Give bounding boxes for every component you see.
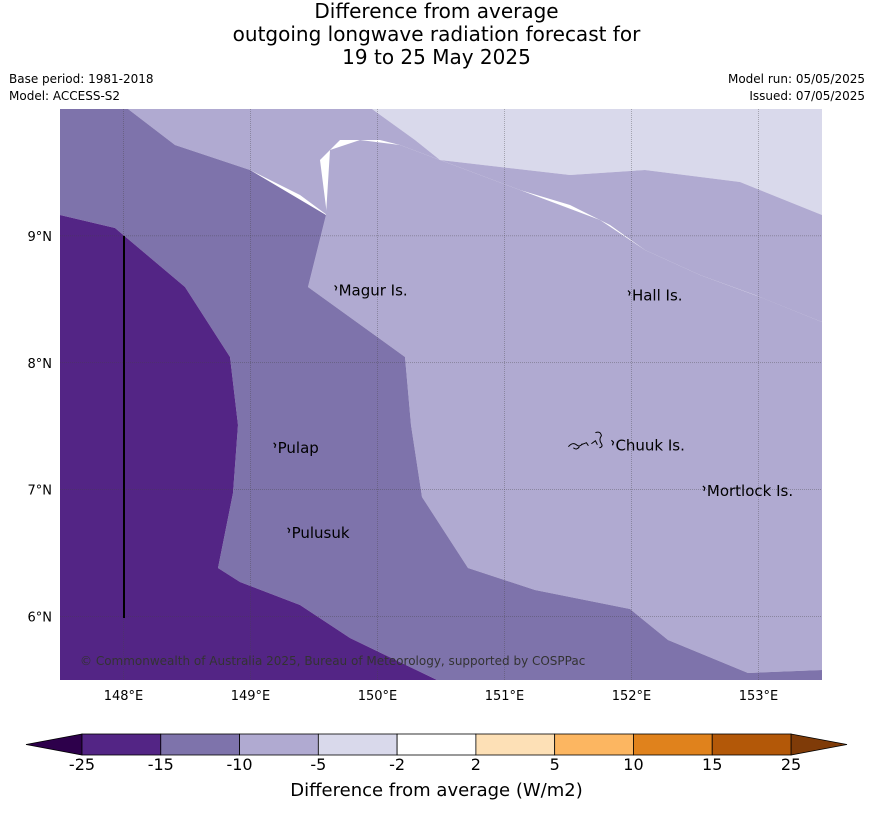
colorbar-segment [396,733,477,756]
lon-tick-label: 149°E [231,689,271,704]
island-outlines [273,285,706,533]
colorbar-tick-label: 5 [549,755,560,774]
map-plot-area: Magur Is. Hall Is. Pulap Chuuk Is. Mortlock … [60,109,822,680]
place-labels: Magur Is. Hall Is. Pulap Chuuk Is. Mortlock … [278,281,793,541]
issued-text: Issued: 07/05/2025 [749,89,865,103]
place-label: Hall Is. [632,287,683,305]
contour-band-minus10-to-minus5 [128,109,822,322]
lon-tick-label: 153°E [739,689,779,704]
contour-band-minus5-to-minus2 [372,109,822,215]
colorbar-tick-label: 2 [470,755,481,774]
copyright-notice: © Commonwealth of Australia 2025, Bureau… [80,654,585,668]
place-label: Pulap [278,439,319,457]
latitude-tick-labels: 9°N 8°N 7°N 6°N [28,230,53,626]
colorbar-tick-label: -10 [226,755,253,774]
island-marker [334,285,338,291]
colorbar-segment [160,733,240,756]
base-period-text: Base period: 1981-2018 [9,72,154,86]
lon-tick-label: 152°E [612,689,652,704]
colorbar-segment [633,733,713,756]
metadata-left: Base period: 1981-2018 Model: ACCESS-S2 [9,71,154,105]
chuuk-lagoon-outline [568,431,603,450]
lon-tick-label: 148°E [104,689,144,704]
island-marker [273,442,277,448]
island-marker [702,485,706,492]
colorbar-segment [475,733,556,756]
place-label: Pulusuk [292,524,350,542]
lat-tick-label: 7°N [28,484,53,499]
place-label: Magur Is. [339,281,408,299]
title-line-3: 19 to 25 May 2025 [342,45,531,69]
lat-tick-label: 9°N [28,230,53,245]
island-marker [627,290,631,296]
island-marker [611,439,615,446]
colorbar [25,733,848,756]
colorbar-segment [239,733,319,756]
colorbar-tick-label: 15 [702,755,723,774]
colorbar-extend-high [790,733,848,756]
model-run-text: Model run: 05/05/2025 [727,72,865,86]
colorbar-segment [81,733,162,756]
colorbar-segment [554,733,634,756]
chart-title: Difference from average outgoing longwav… [0,0,873,69]
title-line-1: Difference from average [314,0,559,23]
colorbar-segment [317,733,398,756]
colorbar-tick-label: -2 [389,755,406,774]
colorbar-tick-label: -5 [310,755,327,774]
longitude-tick-labels: 148°E 149°E 150°E 151°E 152°E 153°E [104,689,779,704]
contour-band-below-minus15 [60,215,437,680]
lat-tick-label: 6°N [28,611,53,626]
island-marker [287,527,291,533]
lon-tick-label: 150°E [358,689,398,704]
place-label: Mortlock Is. [707,482,793,500]
colorbar-tick-label: -15 [147,755,174,774]
colorbar-tick-label: 25 [780,755,802,774]
colorbar-title: Difference from average (W/m2) [290,780,583,801]
title-line-2: outgoing longwave radiation forecast for [232,22,641,46]
place-label: Chuuk Is. [615,436,684,454]
metadata-right: Model run: 05/05/2025 Issued: 07/05/2025 [728,71,865,105]
graticule [60,109,822,680]
model-text: Model: ACCESS-S2 [9,89,121,103]
contour-band-minus10-to-minus5-east [308,140,822,673]
colorbar-extend-low [25,733,83,756]
colorbar-tick-label: -25 [68,755,96,774]
lat-tick-label: 8°N [28,357,53,372]
colorbar-segment [711,733,792,756]
colorbar-tick-label: 10 [623,755,644,774]
lon-tick-label: 151°E [485,689,525,704]
